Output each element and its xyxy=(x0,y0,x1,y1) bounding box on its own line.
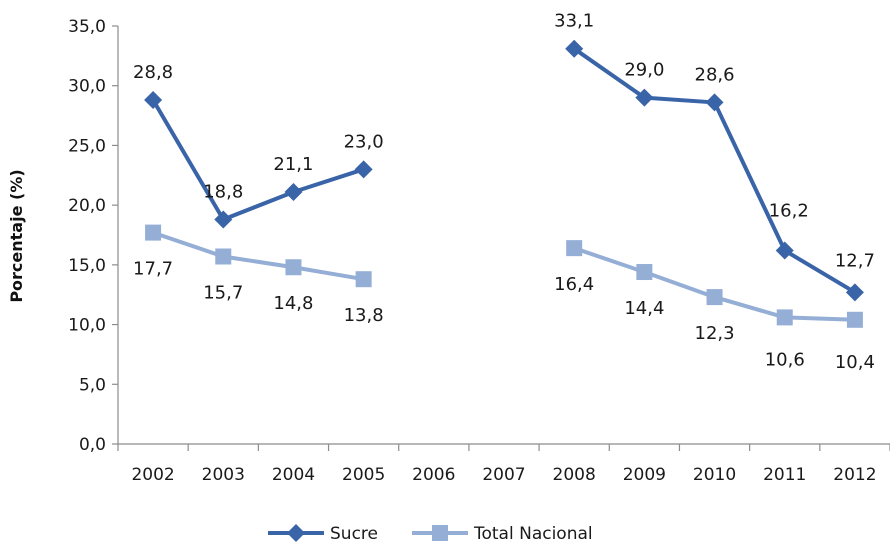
data-point-marker xyxy=(565,39,584,58)
data-label: 16,2 xyxy=(769,201,809,222)
data-label: 13,8 xyxy=(344,305,384,326)
data-point-marker xyxy=(706,289,723,306)
data-point-marker xyxy=(284,183,303,202)
data-label: 23,0 xyxy=(344,131,384,152)
data-point-marker xyxy=(636,264,653,281)
x-tick-label: 2004 xyxy=(272,465,315,485)
data-point-marker xyxy=(705,93,724,112)
y-tick-label: 5,0 xyxy=(79,375,106,395)
data-point-marker xyxy=(214,210,233,229)
y-tick-label: 20,0 xyxy=(68,196,106,216)
series-line xyxy=(152,230,364,282)
x-tick-label: 2003 xyxy=(202,465,245,485)
legend-item: Total Nacional xyxy=(412,524,593,544)
x-tick-label: 2007 xyxy=(482,465,525,485)
x-tick-label: 2011 xyxy=(763,465,806,485)
data-label: 29,0 xyxy=(624,60,664,81)
legend: Sucre Total Nacional xyxy=(268,524,593,544)
x-tick-label: 2005 xyxy=(342,465,385,485)
data-label: 21,1 xyxy=(273,154,313,175)
y-tick-label: 25,0 xyxy=(68,136,106,156)
y-tick-label: 15,0 xyxy=(68,256,106,276)
legend-item: Sucre xyxy=(268,524,378,544)
series-square xyxy=(145,224,863,328)
data-label: 14,8 xyxy=(273,293,313,314)
legend-marker xyxy=(287,524,305,542)
legend-label: Total Nacional xyxy=(473,524,593,544)
data-label: 10,6 xyxy=(765,349,805,370)
y-tick-label: 10,0 xyxy=(68,316,106,336)
data-point-marker xyxy=(355,271,372,288)
legend-label: Sucre xyxy=(330,524,378,544)
data-label: 28,6 xyxy=(695,64,735,85)
x-tick-label: 2009 xyxy=(623,465,666,485)
data-label: 12,3 xyxy=(695,323,735,344)
series-diamond xyxy=(144,39,864,302)
series-line xyxy=(573,246,855,322)
data-label: 12,7 xyxy=(835,250,875,271)
data-point-marker xyxy=(145,224,162,241)
data-label: 10,4 xyxy=(835,352,875,373)
axes: 0,0 5,0 10,0 15,0 20,0 25,0 30,0 35,0 2002 2003 20… xyxy=(68,17,890,485)
series-layer xyxy=(144,39,864,328)
y-axis-title: Porcentaje (%) xyxy=(7,169,26,302)
data-point-marker xyxy=(635,88,654,107)
data-point-marker xyxy=(845,283,864,302)
legend-marker xyxy=(432,525,448,541)
data-point-marker xyxy=(775,241,794,260)
x-tick-label: 2010 xyxy=(693,465,736,485)
data-label: 33,1 xyxy=(554,11,594,32)
data-point-marker xyxy=(144,91,163,110)
data-labels: 28,8 18,8 21,1 23,0 33,1 29,0 28,6 16,2 12,7 17,7… xyxy=(133,11,875,373)
data-point-marker xyxy=(776,309,793,326)
data-label: 16,4 xyxy=(554,274,594,295)
data-label: 14,4 xyxy=(624,298,664,319)
x-tick-label: 2012 xyxy=(833,465,876,485)
x-tick-label: 2002 xyxy=(131,465,174,485)
y-tick-label: 35,0 xyxy=(68,17,106,37)
y-tick-label: 0,0 xyxy=(79,435,106,455)
y-tick-label: 30,0 xyxy=(68,77,106,97)
data-label: 28,8 xyxy=(133,62,173,83)
x-tick-label: 2006 xyxy=(412,465,455,485)
data-label: 17,7 xyxy=(133,259,173,280)
series-line xyxy=(151,99,365,222)
data-point-marker xyxy=(846,311,863,328)
x-tick-label: 2008 xyxy=(553,465,596,485)
data-point-marker xyxy=(354,160,373,179)
data-point-marker xyxy=(566,240,583,257)
data-point-marker xyxy=(215,248,232,265)
data-label: 18,8 xyxy=(203,181,243,202)
data-point-marker xyxy=(285,259,302,276)
data-label: 15,7 xyxy=(203,282,243,303)
